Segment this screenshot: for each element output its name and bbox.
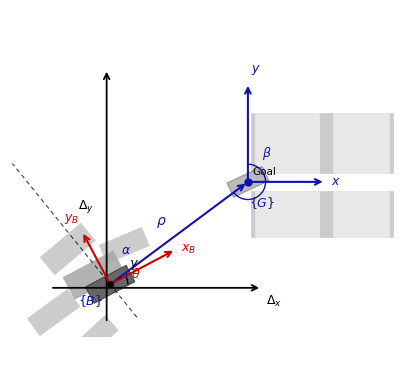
Polygon shape	[332, 191, 389, 237]
Text: $\alpha$: $\alpha$	[121, 245, 131, 258]
Polygon shape	[251, 113, 393, 173]
Text: $\theta$: $\theta$	[131, 267, 141, 281]
Polygon shape	[63, 251, 125, 299]
Text: $\{B\}$: $\{B\}$	[78, 293, 103, 309]
Polygon shape	[332, 113, 389, 173]
Text: $\rho$: $\rho$	[156, 214, 166, 230]
Polygon shape	[99, 227, 149, 263]
Text: $y_B$: $y_B$	[64, 212, 79, 226]
Text: $\beta$: $\beta$	[262, 145, 271, 162]
Polygon shape	[227, 167, 269, 197]
Polygon shape	[251, 191, 393, 237]
Polygon shape	[40, 223, 95, 275]
Polygon shape	[255, 113, 318, 173]
Text: $x$: $x$	[331, 175, 341, 189]
Text: $\gamma$: $\gamma$	[128, 258, 139, 272]
Text: $y$: $y$	[251, 64, 261, 77]
Polygon shape	[255, 191, 318, 237]
Polygon shape	[27, 289, 80, 336]
Polygon shape	[86, 265, 135, 303]
Text: $\{G\}$: $\{G\}$	[249, 194, 276, 211]
Text: Goal: Goal	[253, 167, 277, 177]
Text: $x_B$: $x_B$	[181, 243, 196, 256]
Text: $\Delta_y$: $\Delta_y$	[78, 198, 94, 215]
Text: $\Delta_x$: $\Delta_x$	[265, 294, 282, 309]
Polygon shape	[74, 316, 118, 359]
